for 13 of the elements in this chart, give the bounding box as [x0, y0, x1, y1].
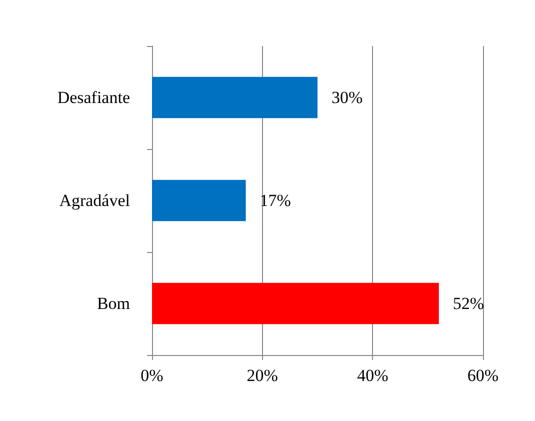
data-label: 30%	[332, 88, 363, 107]
bar	[152, 180, 246, 222]
y-tick-label: Agradável	[59, 191, 130, 210]
x-tick-label: 20%	[246, 366, 278, 385]
y-tick-label: Desafiante	[57, 88, 130, 107]
bar	[152, 282, 439, 324]
x-tick-label: 40%	[357, 366, 388, 385]
y-tick-label: Bom	[96, 294, 130, 313]
x-tick-label: 0%	[140, 366, 164, 385]
data-label: 52%	[452, 294, 484, 313]
x-tick-label: 60%	[467, 366, 499, 385]
data-label: 17%	[260, 191, 291, 210]
bar	[152, 76, 318, 118]
